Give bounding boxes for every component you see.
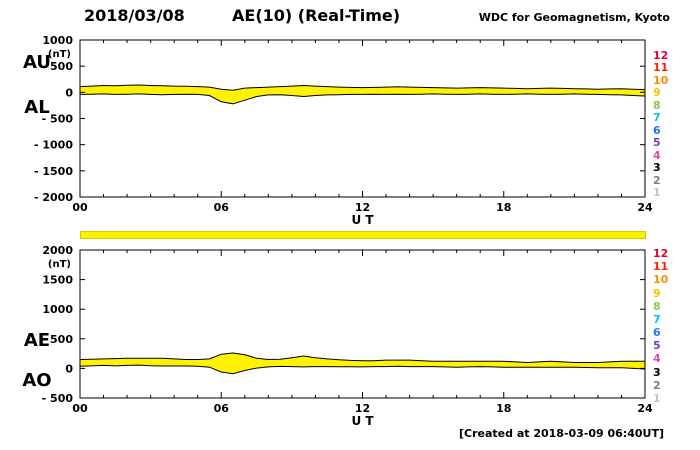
station-legend-bottom: 12 11 10 9 8 7 6 5 4 3 2 1 xyxy=(653,248,675,404)
y-tick-label: 1000 xyxy=(42,34,73,47)
station-count-8: 8 xyxy=(653,98,661,112)
y-tick-label: - 500 xyxy=(42,113,74,126)
page-title: AE(10) (Real-Time) xyxy=(232,6,401,25)
x-tick-label: 18 xyxy=(496,201,511,214)
station-count-12: 12 xyxy=(653,49,669,62)
label-ae: AE xyxy=(23,330,51,351)
station-count-6: 6 xyxy=(653,326,661,340)
curve-AU xyxy=(79,84,646,91)
panel-svg-1: 2000 1500 1000 500 0 - 500 (nT) 00 06 12 18 24 U T xyxy=(42,244,653,428)
station-count-2: 2 xyxy=(653,173,661,187)
x-tick-label: 00 xyxy=(72,402,88,415)
station-count-10: 10 xyxy=(653,73,669,87)
x-tick-label: 18 xyxy=(496,402,511,415)
band-AE-AO xyxy=(80,353,645,374)
station-count-9: 9 xyxy=(653,86,661,100)
station-count-8: 8 xyxy=(653,299,661,313)
data-availability-bar xyxy=(80,231,646,239)
label-al: AL xyxy=(24,97,50,118)
station-count-5: 5 xyxy=(653,136,661,150)
y-tick-label: 500 xyxy=(50,333,73,346)
station-count-3: 3 xyxy=(653,161,661,175)
station-count-5: 5 xyxy=(653,339,661,353)
curve-AL xyxy=(79,93,646,105)
y-tick-label: 1000 xyxy=(42,303,73,316)
x-tick-label: 12 xyxy=(355,201,370,214)
station-count-11: 11 xyxy=(653,61,669,75)
station-count-10: 10 xyxy=(653,273,669,287)
y-tick-label: 2000 xyxy=(42,244,73,257)
plot-frame xyxy=(79,39,646,198)
y-tick-label: - 500 xyxy=(42,392,74,405)
x-tick-label: 24 xyxy=(637,201,653,214)
station-count-3: 3 xyxy=(653,365,661,379)
label-ao: AO xyxy=(22,370,52,391)
plot-date: 2018/03/08 xyxy=(84,6,185,25)
station-count-1: 1 xyxy=(653,391,661,405)
x-axis-label: U T xyxy=(351,414,374,428)
station-count-7: 7 xyxy=(653,111,661,125)
station-count-4: 4 xyxy=(653,352,661,366)
y-axis-unit: (nT) xyxy=(48,49,71,60)
x-tick-label: 06 xyxy=(214,402,230,415)
y-tick-label: 0 xyxy=(65,86,73,99)
station-legend-top: 12 11 10 9 8 7 6 5 4 3 2 1 xyxy=(653,50,675,198)
station-count-6: 6 xyxy=(653,123,661,137)
y-tick-label: 0 xyxy=(65,362,73,375)
y-tick-label: - 1000 xyxy=(34,139,73,152)
x-tick-label: 24 xyxy=(637,402,653,415)
station-count-12: 12 xyxy=(653,247,669,260)
station-count-9: 9 xyxy=(653,286,661,300)
label-au: AU xyxy=(23,52,51,73)
x-tick-label: 06 xyxy=(214,201,230,214)
curve-AE xyxy=(79,352,645,364)
y-tick-label: 500 xyxy=(50,60,73,73)
station-count-11: 11 xyxy=(653,260,669,274)
panel-svg-0: 1000 500 0 - 500 - 1000 - 1500 - 2000 (nT) 00 06 1… xyxy=(34,34,653,227)
y-axis-unit: (nT) xyxy=(48,259,71,270)
y-tick-label: - 2000 xyxy=(34,191,73,204)
plot-frame xyxy=(79,249,646,399)
y-tick-label: - 1500 xyxy=(34,165,73,178)
station-count-7: 7 xyxy=(653,312,661,326)
credit-text: WDC for Geomagnetism, Kyoto xyxy=(478,11,670,24)
x-axis-label: U T xyxy=(351,213,374,227)
y-tick-label: 1500 xyxy=(42,274,73,287)
x-tick-label: 00 xyxy=(72,201,88,214)
curve-AO xyxy=(79,364,646,375)
created-at-text: [Created at 2018-03-09 06:40UT] xyxy=(458,427,664,440)
x-tick-label: 12 xyxy=(355,402,370,415)
station-count-4: 4 xyxy=(653,148,661,162)
station-count-2: 2 xyxy=(653,378,661,392)
station-count-1: 1 xyxy=(653,185,661,199)
